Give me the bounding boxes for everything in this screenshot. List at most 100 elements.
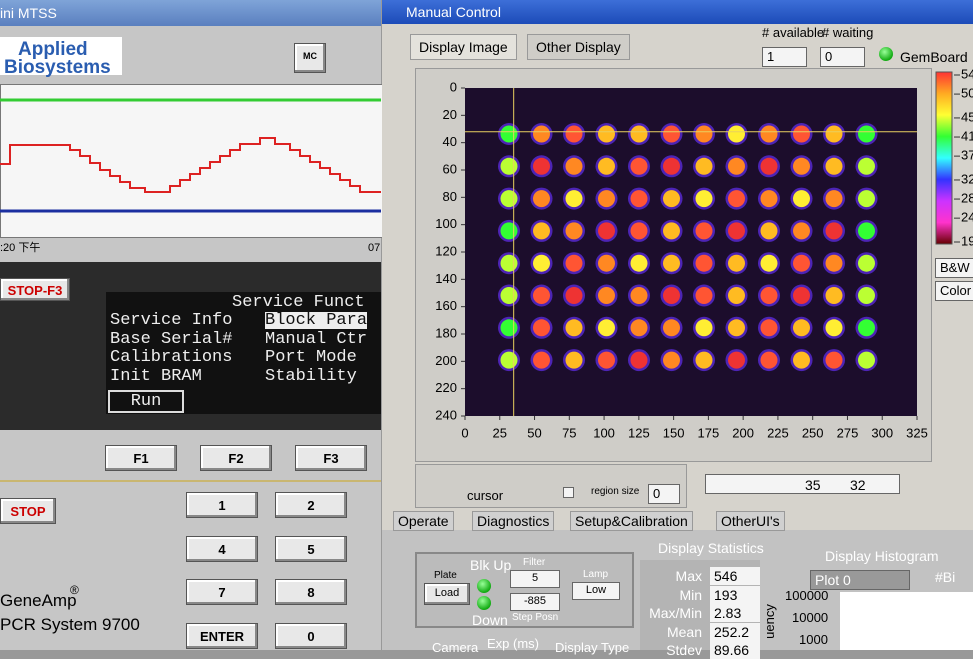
stop-button[interactable]: STOP <box>0 498 56 524</box>
run-button[interactable]: Run <box>108 390 184 413</box>
temperature-trace <box>0 98 381 213</box>
stat-value: 252.2 <box>710 622 760 641</box>
plot-select[interactable]: Plot 0 <box>810 570 910 590</box>
well <box>500 125 518 143</box>
well <box>695 157 713 175</box>
keypad-key[interactable]: 4 <box>186 535 258 562</box>
x-tick-label: 325 <box>906 425 928 440</box>
well <box>825 190 843 208</box>
well <box>533 157 550 175</box>
board-label: GemBoard <box>900 49 968 65</box>
tab[interactable]: Display Image <box>410 34 517 60</box>
keypad-key[interactable]: 2 <box>275 492 347 518</box>
hist-axis-title: uency <box>761 604 777 639</box>
colorbar-label: 54 <box>961 66 973 81</box>
well <box>533 254 550 272</box>
menu-item[interactable]: Manual Ctr <box>265 329 368 349</box>
region-size-box[interactable]: 0 <box>648 484 680 504</box>
function-key[interactable]: F2 <box>200 445 272 471</box>
well <box>565 254 583 272</box>
region-checkbox[interactable] <box>563 487 574 498</box>
section-title: Display Statistics <box>658 540 764 556</box>
time-label: :20 下午 <box>0 242 41 254</box>
well <box>533 351 550 369</box>
well <box>858 157 875 175</box>
mc-button[interactable]: MC <box>294 43 326 73</box>
bw-button[interactable]: B&W <box>935 258 973 278</box>
bottom-tab[interactable]: Diagnostics <box>472 511 555 531</box>
well <box>598 190 615 208</box>
well <box>533 222 550 240</box>
lamp-box: Low <box>572 582 620 600</box>
load-button[interactable]: Load <box>424 583 470 605</box>
well <box>533 319 550 337</box>
right-titlebar <box>382 0 973 24</box>
y-tick-label: 120 <box>435 243 457 258</box>
step-box: -885 <box>510 593 560 611</box>
keypad-key[interactable]: 8 <box>275 579 347 605</box>
keypad-key[interactable]: 0 <box>275 622 347 649</box>
well <box>825 319 843 337</box>
stat-label: Mean <box>666 623 702 640</box>
keypad-key[interactable]: 1 <box>186 492 258 518</box>
keypad-key[interactable]: 5 <box>275 535 347 562</box>
menu-item[interactable]: Service Info <box>110 311 233 330</box>
well <box>728 287 745 304</box>
well <box>825 125 843 143</box>
color-button[interactable]: Color <box>935 281 973 301</box>
stop-f3-button[interactable]: STOP-F3 <box>0 278 70 301</box>
y-tick-label: 80 <box>443 189 457 204</box>
well <box>825 254 843 272</box>
left-titlebar <box>0 0 381 26</box>
menu-item[interactable]: Port Mode <box>265 348 357 367</box>
keypad-key[interactable]: 7 <box>186 579 258 605</box>
logo-text: Applied <box>18 39 88 60</box>
y-tick-label: 20 <box>443 107 457 122</box>
well <box>858 125 875 143</box>
bottom-tab[interactable]: OtherUI's <box>716 511 785 531</box>
well <box>663 319 680 337</box>
well <box>663 287 680 304</box>
well <box>533 287 550 304</box>
well <box>695 190 713 208</box>
well <box>663 190 680 208</box>
bottom-tab[interactable]: Operate <box>393 511 454 531</box>
label: Step Posn <box>512 612 559 623</box>
colorbar-label: 50 <box>961 86 973 101</box>
well <box>695 125 713 143</box>
well <box>500 222 518 240</box>
well <box>533 190 550 208</box>
well <box>565 222 583 240</box>
keypad-key[interactable]: ENTER <box>186 622 258 649</box>
window-title: ini MTSS <box>0 5 57 21</box>
y-tick-label: 40 <box>443 134 457 149</box>
stat-label: Max <box>675 568 702 584</box>
well <box>825 157 843 175</box>
product-name: GeneAmp <box>0 591 77 610</box>
hist-axis-label: 10000 <box>792 610 829 625</box>
hist-axis-label: 100000 <box>785 588 829 603</box>
menu-item[interactable]: Block Para <box>265 311 368 330</box>
footer-label: Exp (ms) <box>487 636 539 651</box>
stat-value: 546 <box>710 567 760 585</box>
well <box>663 254 680 272</box>
tab[interactable]: Other Display <box>527 34 630 60</box>
bottom-tab[interactable]: Setup&Calibration <box>570 511 693 531</box>
well <box>695 351 713 369</box>
well <box>858 254 875 272</box>
well <box>630 222 648 240</box>
well <box>565 125 583 143</box>
filter-box: 5 <box>510 570 560 588</box>
menu-item[interactable]: Calibrations <box>110 348 233 367</box>
well <box>695 254 713 272</box>
menu-item[interactable]: Base Serial# <box>110 329 233 349</box>
function-key[interactable]: F3 <box>295 445 367 471</box>
menu-item[interactable]: Init BRAM <box>110 366 202 386</box>
well <box>760 254 778 272</box>
label: Lamp <box>583 569 609 580</box>
x-tick-label: 75 <box>562 425 576 440</box>
cursor-position-box <box>705 474 900 494</box>
count-box: 1 <box>762 47 807 67</box>
menu-item[interactable]: Stability <box>265 366 357 386</box>
function-key[interactable]: F1 <box>105 445 177 471</box>
